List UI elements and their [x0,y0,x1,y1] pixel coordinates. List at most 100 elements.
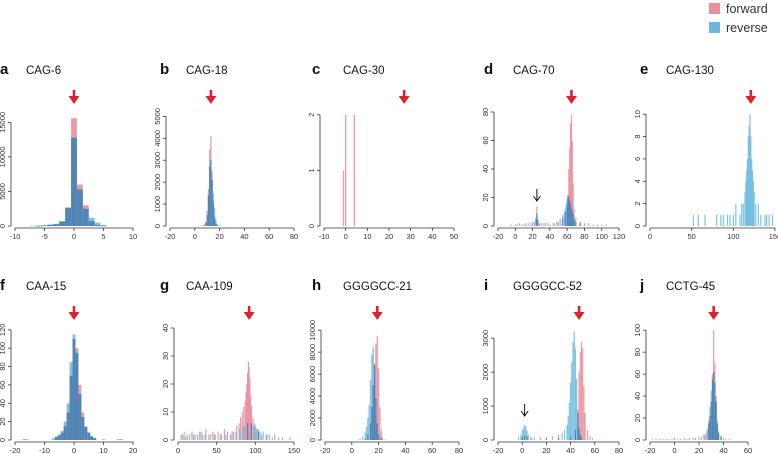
bar-overlap [214,217,216,226]
bar-reverse [102,439,105,440]
x-tick-label: 0 [193,232,197,241]
bar-overlap [578,428,580,440]
bar-reverse [665,438,667,440]
bar-overlap [569,200,571,226]
x-tick-label: 40 [719,446,727,454]
arrow-head [745,96,757,104]
x-axis: 0 50 100 150 [176,441,300,454]
x-tick-label: 0 [350,446,354,454]
bar-forward [236,426,238,440]
bar-overlap [571,211,573,226]
bar-reverse [739,214,741,226]
bar-reverse [365,426,368,440]
bar-overlap [711,379,714,440]
bar-forward [667,438,669,440]
bar-reverse [742,203,744,226]
x-tick-label: -20 [10,446,21,454]
bar-reverse [368,404,370,440]
bar-forward [377,368,380,440]
bar-forward [580,341,583,440]
bar-reverse [530,223,532,226]
bar-forward [573,208,575,226]
bar-forward [238,423,240,440]
bar-forward [588,223,590,226]
bar-forward [248,367,250,440]
histogram-bars [200,136,221,226]
bar-reverse [225,434,227,440]
panel-h: h GGGGCC-21-20 0 20 40 60 80020004000600080001… [308,277,463,454]
bar-overlap [47,224,54,226]
bar-overlap [714,382,716,440]
x-axis: -10 -5 0 5 10 [10,227,137,241]
histogram-bars [180,361,291,440]
x-tick-label: 40 [240,232,248,241]
bar-reverse [683,437,685,440]
y-axis: 0 2000 4000 6000 8000 10000 [308,320,322,442]
bar-forward [226,431,229,440]
bar-overlap [570,208,573,226]
bar-reverse [361,436,364,440]
x-tick-label: 60 [563,232,571,241]
bar-overlap [580,437,583,440]
x-tick-label: 100 [727,232,740,241]
bar-forward [571,140,573,226]
bar-reverse [522,428,525,440]
bar-forward [692,437,694,440]
bar-forward [527,223,529,226]
bar-reverse [182,434,184,440]
bar-reverse [697,214,699,226]
panel-letter: h [312,277,321,294]
bar-reverse [753,192,755,226]
expected-length-arrow [745,90,757,104]
legend: forward reverse [709,2,768,35]
bar-reverse [218,225,221,226]
arrow-head [68,96,80,104]
x-tick-label: 120 [613,232,626,241]
bar-reverse [538,223,541,226]
x-tick-label: 40 [401,446,409,454]
bar-reverse [583,223,586,226]
bar-overlap [568,197,570,226]
bar-overlap [206,215,208,226]
bar-reverse [200,225,202,226]
bar-overlap [579,223,581,226]
x-tick-label: -5 [41,232,48,241]
bar-overlap [369,423,372,440]
arrow-head [565,96,577,104]
x-tick-label: 0 [513,232,517,241]
bar-reverse [281,437,283,440]
bar-reverse [517,436,520,440]
bar-overlap [53,224,60,226]
bar-forward [199,431,201,440]
bar-overlap [713,371,715,440]
bar-reverse [659,438,661,440]
y-tick-label: 0 [307,224,316,228]
bar-reverse [520,434,522,440]
bar-overlap [570,436,572,440]
bar-forward [233,431,235,440]
bar-forward [698,436,700,440]
bar-forward [194,434,196,440]
bar-reverse [720,214,722,226]
bar-forward [705,431,707,440]
bar-reverse [289,437,291,440]
bar-forward [220,434,222,440]
bar-forward [673,437,676,440]
bar-forward [116,439,120,440]
bar-reverse [525,426,527,440]
bar-forward [247,372,249,440]
bar-reverse [369,379,372,440]
bar-reverse [601,224,603,226]
bar-reverse [51,438,55,440]
y-tick-label: 40 [161,324,170,332]
bar-reverse [760,214,762,226]
bar-overlap [87,432,91,440]
bar-forward [260,434,263,440]
y-tick-label: 10000 [308,320,317,341]
bar-reverse [732,214,734,226]
bar-reverse [94,222,101,226]
panel-letter: f [0,277,6,294]
y-axis: 0 20 40 60 80 100 120 [0,324,12,442]
bar-reverse [253,426,255,440]
